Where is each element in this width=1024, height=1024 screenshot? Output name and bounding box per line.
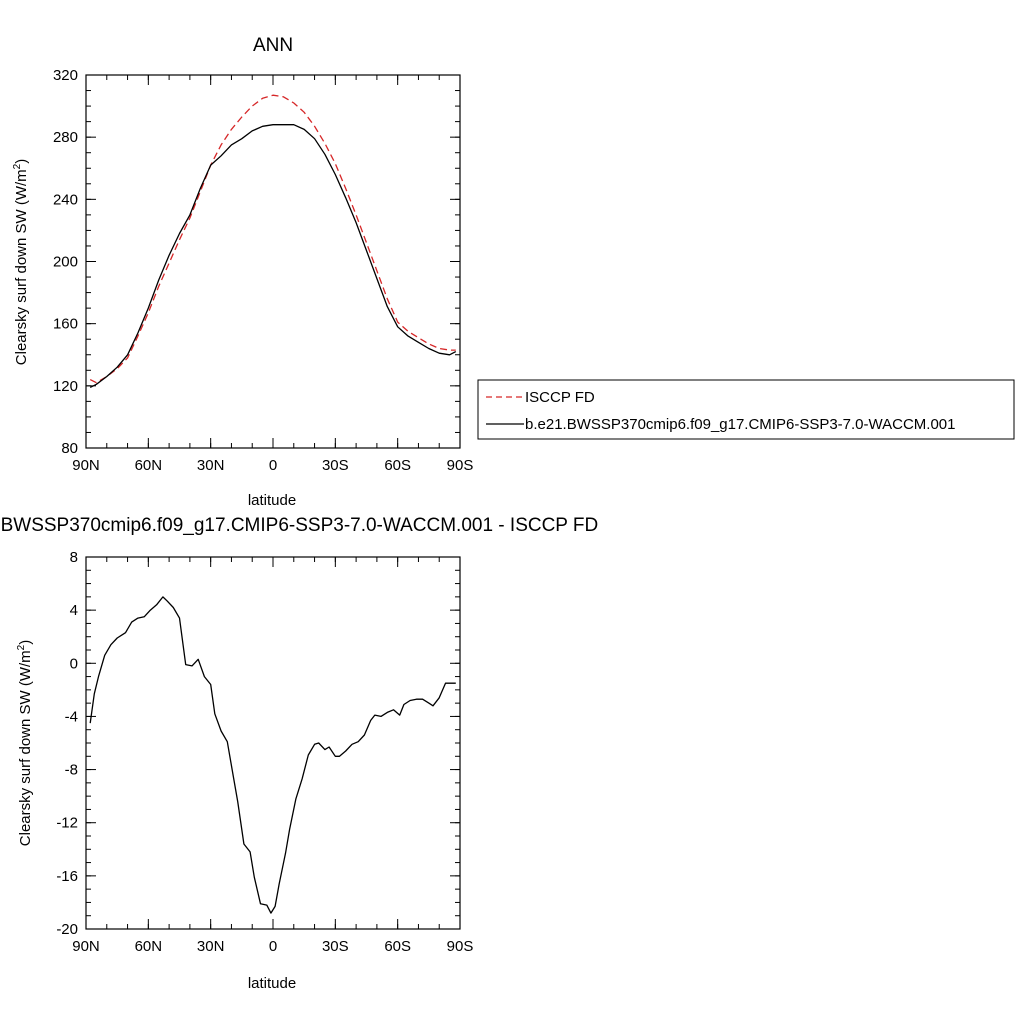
top-x-axis-label: latitude <box>248 492 296 509</box>
bottom-y-tick-label: 8 <box>70 549 78 566</box>
top-x-tick-label: 90N <box>72 457 100 474</box>
bottom-x-tick-label: 60N <box>135 938 163 955</box>
top-x-tick-label: 90S <box>447 457 474 474</box>
bottom-y-tick-label: -12 <box>56 815 78 832</box>
top-x-tick-label: 60S <box>384 457 411 474</box>
top-y-tick-label: 240 <box>53 191 78 208</box>
bottom-panel: b.e21.BWSSP370cmip6.f09_g17.CMIP6-SSP3-7… <box>0 515 598 992</box>
bottom-x-tick-label: 0 <box>269 938 277 955</box>
top-y-tick-label: 320 <box>53 67 78 84</box>
top-x-tick-label: 0 <box>269 457 277 474</box>
top-y-axis-label: Clearsky surf down SW (W/m2) <box>12 159 30 365</box>
bottom-x-tick-label: 30S <box>322 938 349 955</box>
bottom-x-axis-label: latitude <box>248 975 296 992</box>
top-y-tick-label: 120 <box>53 378 78 395</box>
top-plot-frame <box>85 74 461 449</box>
bottom-y-tick-label: -16 <box>56 868 78 885</box>
legend-label-isccp: ISCCP FD <box>525 389 595 406</box>
legend-item-model: b.e21.BWSSP370cmip6.f09_g17.CMIP6-SSP3-7… <box>486 416 955 433</box>
top-series-line-0 <box>89 94 456 384</box>
bottom-y-axis-label: Clearsky surf down SW (W/m2) <box>16 640 34 846</box>
legend-item-isccp: ISCCP FD <box>486 389 595 406</box>
top-x-tick-label: 30N <box>197 457 225 474</box>
top-chart-title: ANN <box>253 35 293 56</box>
bottom-y-tick-label: -20 <box>56 921 78 938</box>
bottom-plot-area: 90N 60N 30N 0 30S 60S 90S 8 4 0 -4 -8 -12 -16 -20 <box>56 549 473 955</box>
bottom-chart-title: b.e21.BWSSP370cmip6.f09_g17.CMIP6-SSP3-7… <box>0 515 598 536</box>
legend-box <box>477 379 1015 440</box>
top-y-tick-label: 200 <box>53 254 78 271</box>
top-x-tick-label: 30S <box>322 457 349 474</box>
bottom-y-tick-label: 4 <box>70 602 78 619</box>
top-y-tick-label: 280 <box>53 129 78 146</box>
bottom-y-tick-label: -8 <box>65 762 78 779</box>
legend: ISCCP FD b.e21.BWSSP370cmip6.f09_g17.CMI… <box>477 379 1015 440</box>
top-plot-area: 90N 60N 30N 0 30S 60S 90S 320 280 240 200 160 120 80 <box>53 67 473 474</box>
top-y-tick-label: 80 <box>61 440 78 457</box>
bottom-plot-frame <box>85 556 461 930</box>
bottom-y-tick-label: 0 <box>70 655 78 672</box>
bottom-y-tick-label: -4 <box>65 708 78 725</box>
legend-label-model: b.e21.BWSSP370cmip6.f09_g17.CMIP6-SSP3-7… <box>525 416 955 433</box>
top-y-tick-label: 160 <box>53 316 78 333</box>
bottom-x-tick-label: 90S <box>447 938 474 955</box>
top-panel: ANN 90N 60N 30N 0 30S 60S 90S 320 280 240 200 160 12… <box>12 35 1015 509</box>
bottom-x-tick-label: 30N <box>197 938 225 955</box>
bottom-x-tick-label: 90N <box>72 938 100 955</box>
top-x-tick-label: 60N <box>135 457 163 474</box>
top-series-line-1 <box>89 124 457 388</box>
bottom-series-line-0 <box>89 596 456 914</box>
bottom-x-tick-label: 60S <box>384 938 411 955</box>
